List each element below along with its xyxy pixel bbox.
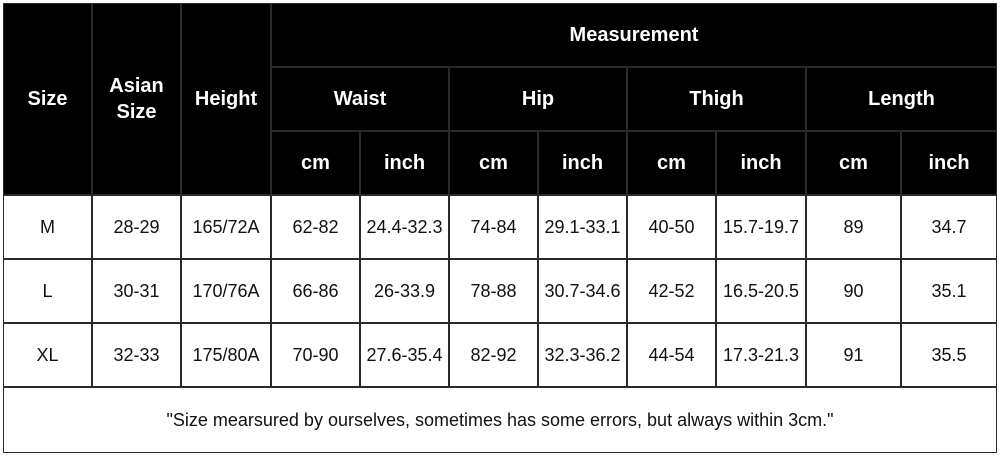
table-cell: 175/80A [182, 324, 270, 386]
table-cell: M [4, 196, 91, 258]
table-cell: L [4, 260, 91, 322]
table-cell: 66-86 [272, 260, 359, 322]
table-cell: 62-82 [272, 196, 359, 258]
table-cell: 26-33.9 [361, 260, 448, 322]
table-cell: 28-29 [93, 196, 180, 258]
table-cell: 27.6-35.4 [361, 324, 448, 386]
table-cell: 32.3-36.2 [539, 324, 626, 386]
measure-header: Length [807, 68, 996, 130]
measure-header: Thigh [628, 68, 805, 130]
table-cell: 32-33 [93, 324, 180, 386]
unit-header: inch [717, 132, 805, 194]
unit-header: inch [539, 132, 626, 194]
note: "Size mearsured by ourselves, sometimes … [4, 388, 996, 452]
table: Size Asian Size Height Measurement Waist Hip T… [3, 3, 997, 453]
table-cell: 82-92 [450, 324, 537, 386]
table-cell: 16.5-20.5 [717, 260, 805, 322]
unit-header: cm [807, 132, 900, 194]
measure-header: Hip [450, 68, 626, 130]
table-cell: 15.7-19.7 [717, 196, 805, 258]
table-cell: 17.3-21.3 [717, 324, 805, 386]
table-cell: 40-50 [628, 196, 715, 258]
table-cell: 42-52 [628, 260, 715, 322]
column-header: Size [4, 4, 91, 194]
column-header: Height [182, 4, 270, 194]
table-cell: 91 [807, 324, 900, 386]
table-cell: 30.7-34.6 [539, 260, 626, 322]
table-cell: 29.1-33.1 [539, 196, 626, 258]
group-header: Measurement [272, 4, 996, 66]
unit-header: inch [361, 132, 448, 194]
table-cell: 35.1 [902, 260, 996, 322]
table-cell: 70-90 [272, 324, 359, 386]
table-cell: 90 [807, 260, 900, 322]
table-cell: 34.7 [902, 196, 996, 258]
measure-header: Waist [272, 68, 448, 130]
table-cell: 30-31 [93, 260, 180, 322]
column-header: Asian Size [93, 4, 180, 194]
table-cell: 170/76A [182, 260, 270, 322]
table-cell: 24.4-32.3 [361, 196, 448, 258]
table-cell: 165/72A [182, 196, 270, 258]
table-cell: 89 [807, 196, 900, 258]
table-cell: XL [4, 324, 91, 386]
table-cell: 44-54 [628, 324, 715, 386]
table-cell: 35.5 [902, 324, 996, 386]
table-cell: 78-88 [450, 260, 537, 322]
unit-header: cm [272, 132, 359, 194]
unit-header: inch [902, 132, 996, 194]
unit-header: cm [450, 132, 537, 194]
table-cell: 74-84 [450, 196, 537, 258]
unit-header: cm [628, 132, 715, 194]
